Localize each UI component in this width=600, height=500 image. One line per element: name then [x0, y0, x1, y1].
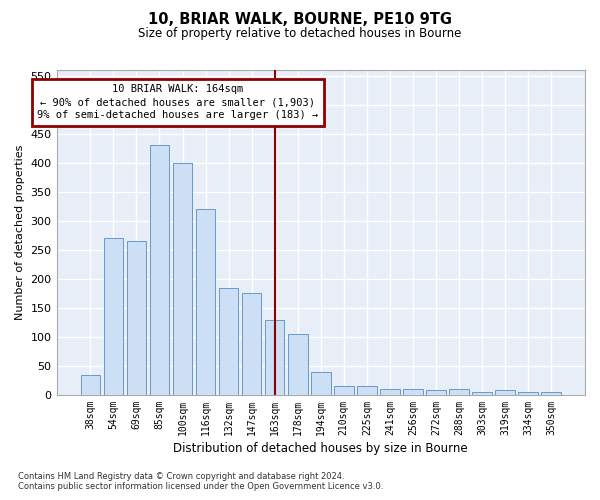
Text: 10 BRIAR WALK: 164sqm
← 90% of detached houses are smaller (1,903)
9% of semi-de: 10 BRIAR WALK: 164sqm ← 90% of detached … [37, 84, 319, 120]
Bar [104, 238, 123, 395]
Bar [449, 389, 469, 395]
X-axis label: Distribution of detached houses by size in Bourne: Distribution of detached houses by size … [173, 442, 468, 455]
Text: Contains HM Land Registry data © Crown copyright and database right 2024.: Contains HM Land Registry data © Crown c… [18, 472, 344, 481]
Bar [357, 386, 377, 395]
Bar [127, 241, 146, 395]
Text: Size of property relative to detached houses in Bourne: Size of property relative to detached ho… [139, 28, 461, 40]
Bar [288, 334, 308, 395]
Bar [403, 389, 423, 395]
Text: Contains public sector information licensed under the Open Government Licence v3: Contains public sector information licen… [18, 482, 383, 491]
Bar [196, 210, 215, 395]
Bar [380, 389, 400, 395]
Bar [426, 390, 446, 395]
Bar [311, 372, 331, 395]
Bar [334, 386, 353, 395]
Bar [173, 163, 193, 395]
Bar [219, 288, 238, 395]
Bar [472, 392, 492, 395]
Bar [80, 374, 100, 395]
Text: 10, BRIAR WALK, BOURNE, PE10 9TG: 10, BRIAR WALK, BOURNE, PE10 9TG [148, 12, 452, 28]
Bar [541, 392, 561, 395]
Bar [518, 392, 538, 395]
Bar [242, 294, 262, 395]
Y-axis label: Number of detached properties: Number of detached properties [15, 145, 25, 320]
Bar [265, 320, 284, 395]
Bar [149, 146, 169, 395]
Bar [496, 390, 515, 395]
